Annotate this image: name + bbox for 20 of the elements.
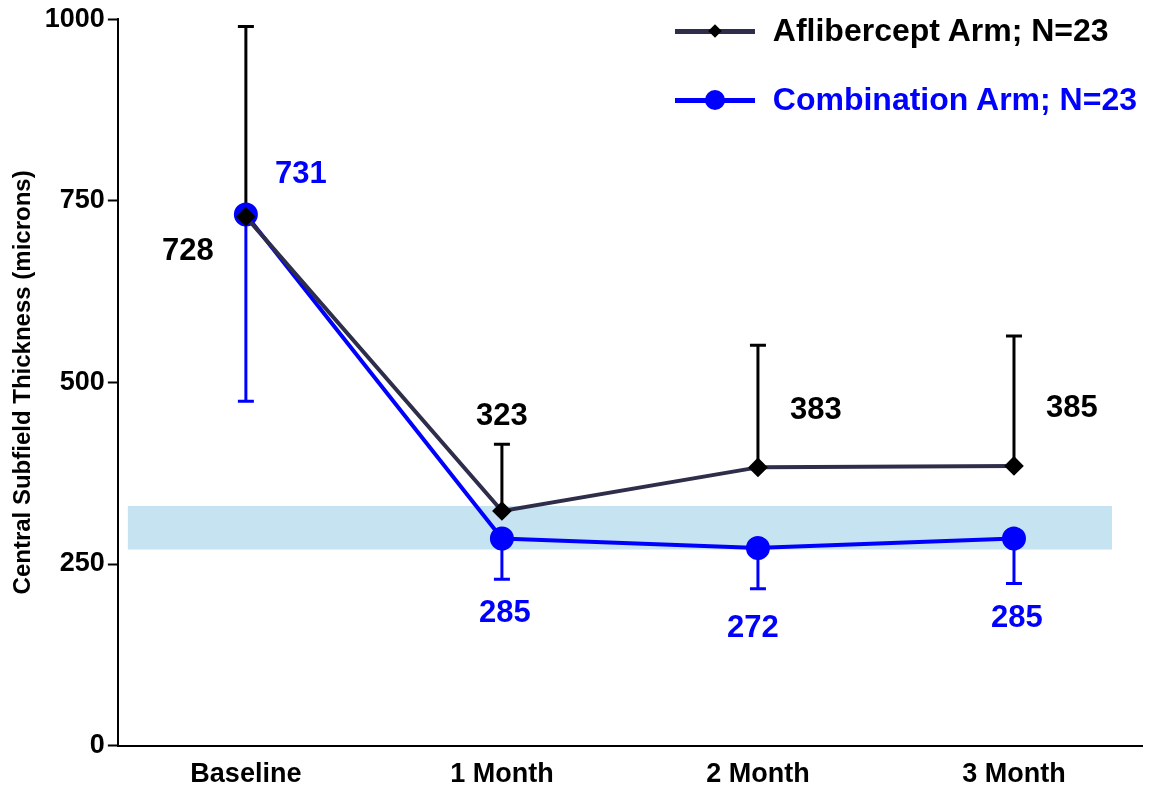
data-label: 272 — [727, 608, 779, 644]
x-tick-label: 3 Month — [962, 758, 1066, 789]
x-tick-label: Baseline — [190, 758, 302, 789]
y-axis-title: Central Subfield Thickness (microns) — [8, 170, 36, 595]
data-label: 385 — [1046, 389, 1098, 425]
data-label: 728 — [162, 232, 214, 268]
data-label: 285 — [991, 599, 1043, 635]
data-label: 383 — [790, 390, 842, 426]
x-tick-label: 2 Month — [706, 758, 810, 789]
legend-label: Aflibercept Arm; N=23 — [772, 12, 1109, 49]
y-tick-label: 250 — [59, 547, 105, 578]
data-label: 323 — [476, 396, 528, 432]
x-tick-label: 1 Month — [450, 758, 554, 789]
y-tick-label: 750 — [59, 184, 105, 215]
legend-label: Combination Arm; N=23 — [772, 81, 1137, 118]
data-label: 285 — [479, 594, 531, 630]
data-label: 731 — [275, 155, 327, 191]
y-tick-label: 1000 — [44, 2, 105, 33]
y-tick-label: 0 — [89, 729, 105, 760]
y-tick-label: 500 — [59, 365, 105, 396]
